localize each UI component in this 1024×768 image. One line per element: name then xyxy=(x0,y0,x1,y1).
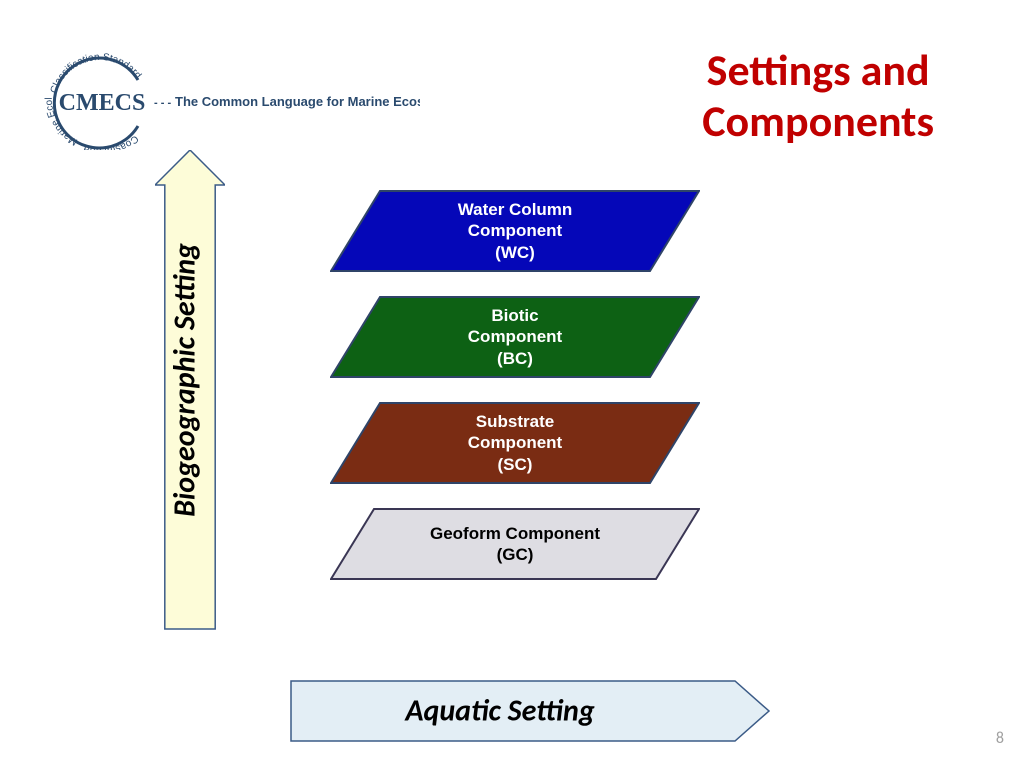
component-2: SubstrateComponent(SC) xyxy=(330,402,700,484)
logo-circle-bottom: Coastal and xyxy=(83,133,141,150)
logo-tagline: The Common Language for Marine Ecosystem… xyxy=(175,94,420,109)
title-line1: Settings and xyxy=(702,45,934,96)
cmecs-logo: Classification Standard Marine Ecologica… xyxy=(40,40,420,140)
component-label-line1: Substrate xyxy=(468,411,562,432)
logo-circle-top: Classification Standard xyxy=(49,52,143,95)
component-0: Water ColumnComponent(WC) xyxy=(330,190,700,272)
component-abbrev: (WC) xyxy=(458,242,573,263)
svg-text:Coastal and: Coastal and xyxy=(83,133,141,150)
component-label-line2: Component xyxy=(468,432,562,453)
page-number: 8 xyxy=(996,729,1004,748)
component-label-line1: Geoform Component xyxy=(430,523,600,544)
component-label-line1: Water Column xyxy=(458,199,573,220)
biogeographic-label: Biogeographic Setting xyxy=(167,243,204,517)
svg-text:- - -: - - - xyxy=(154,97,171,109)
component-abbrev: (SC) xyxy=(468,454,562,475)
component-label-line2: Component xyxy=(458,220,573,241)
logo-acronym: CMECS xyxy=(59,90,146,116)
component-3: Geoform Component(GC) xyxy=(330,508,700,580)
component-abbrev: (GC) xyxy=(430,544,600,565)
component-1: BioticComponent(BC) xyxy=(330,296,700,378)
svg-text:Classification Standard: Classification Standard xyxy=(49,52,143,95)
components-stack: Water ColumnComponent(WC) BioticComponen… xyxy=(330,190,700,604)
component-label-line2: Component xyxy=(468,326,562,347)
slide-title: Settings and Components xyxy=(702,45,934,146)
title-line2: Components xyxy=(702,96,934,147)
aquatic-label: Aquatic Setting xyxy=(405,693,594,730)
component-label-line1: Biotic xyxy=(468,305,562,326)
slide: Classification Standard Marine Ecologica… xyxy=(0,0,1024,768)
component-abbrev: (BC) xyxy=(468,348,562,369)
